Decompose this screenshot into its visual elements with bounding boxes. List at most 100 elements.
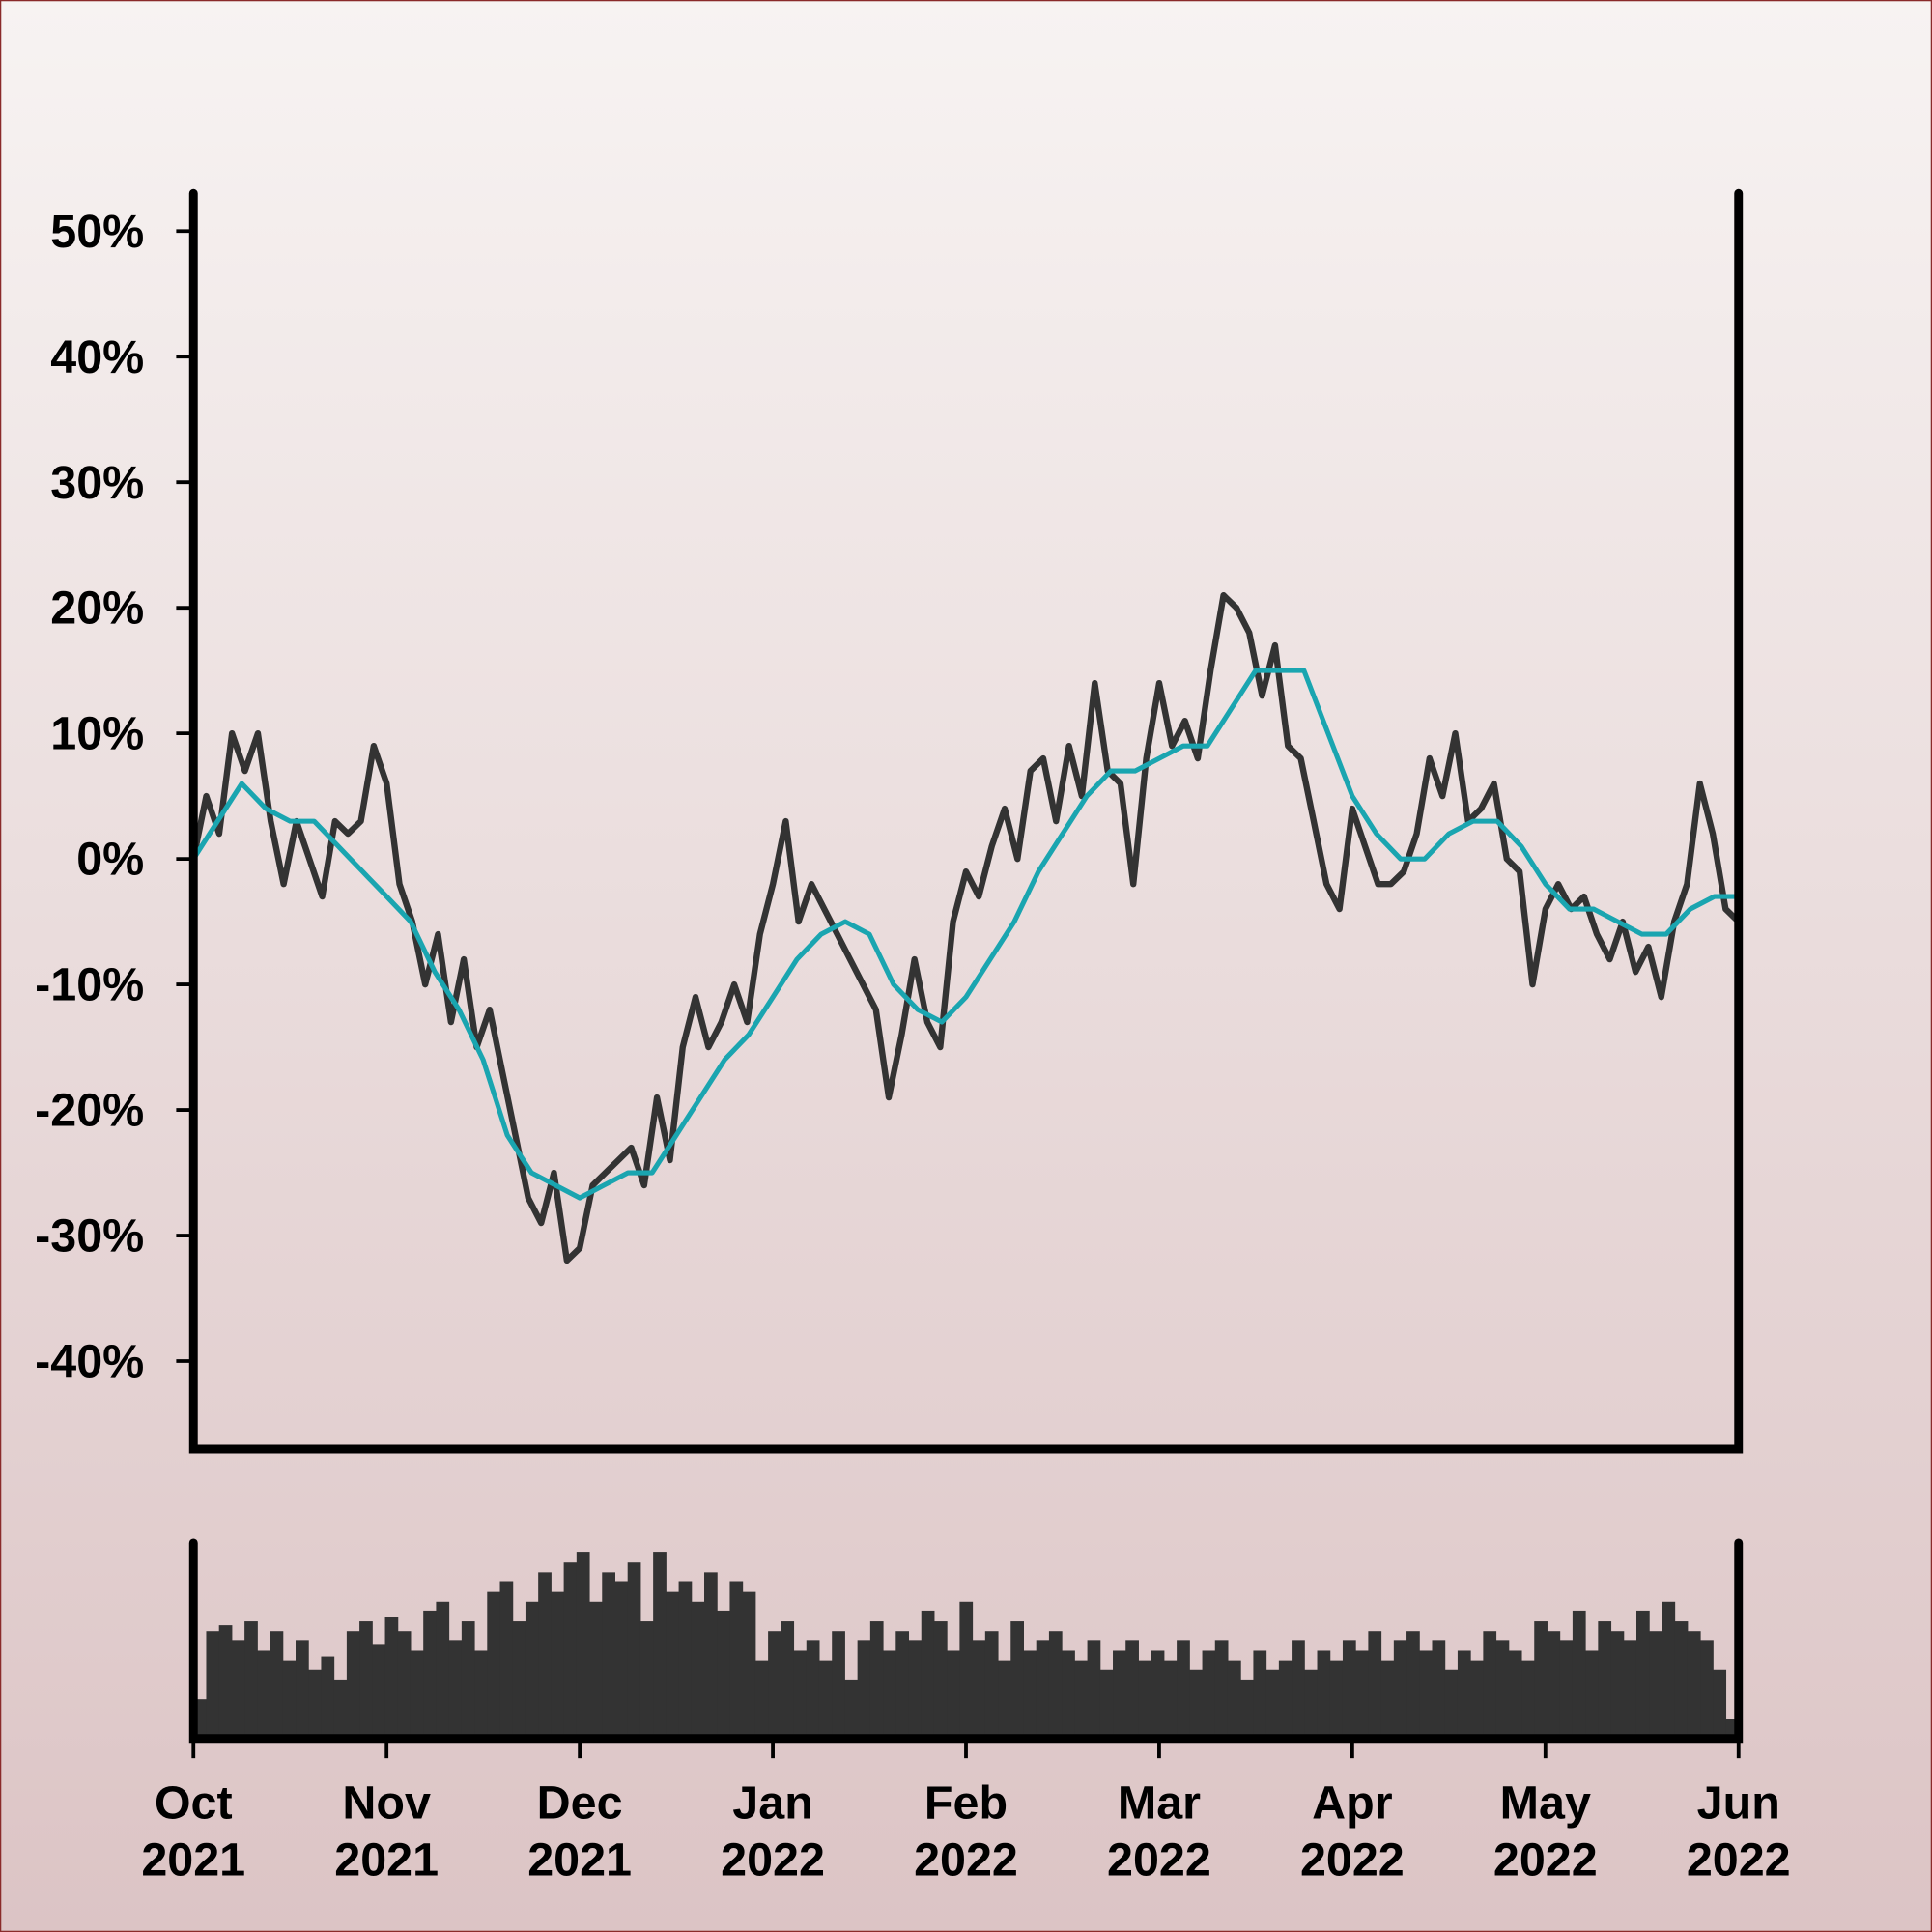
- volume-bar: [1189, 1669, 1204, 1739]
- y-tick-label: -20%: [35, 1085, 144, 1137]
- volume-bar: [1662, 1601, 1676, 1739]
- volume-bar: [1444, 1669, 1459, 1739]
- label-line: 2022: [1300, 1833, 1405, 1886]
- label-line: May: [1500, 1777, 1591, 1830]
- label-line: Nov: [342, 1777, 431, 1830]
- volume-bar: [818, 1660, 833, 1739]
- x-tick-label: Feb 2022: [914, 1777, 1018, 1887]
- volume-bar: [1177, 1640, 1190, 1739]
- volume-bar: [1304, 1669, 1319, 1739]
- volume-bar: [832, 1631, 845, 1739]
- volume-bar: [1329, 1660, 1344, 1739]
- volume-bar: [1674, 1621, 1689, 1739]
- volume-bar: [1265, 1669, 1280, 1739]
- volume-bar: [998, 1660, 1011, 1739]
- volume-bar: [372, 1644, 386, 1739]
- volume-bar: [972, 1640, 986, 1739]
- volume-bar: [1036, 1640, 1050, 1739]
- y-tick-label: 50%: [50, 206, 144, 258]
- volume-bar: [384, 1617, 399, 1739]
- y-tick-label: -10%: [35, 959, 144, 1011]
- x-tick-label: Nov 2021: [334, 1777, 439, 1887]
- volume-bar: [512, 1621, 526, 1739]
- volume-bar: [410, 1650, 424, 1739]
- volume-bar: [1406, 1631, 1420, 1739]
- label-line: Mar: [1118, 1777, 1201, 1830]
- x-tick-label: Oct 2021: [141, 1777, 245, 1887]
- volume-bar: [1253, 1650, 1267, 1739]
- x-tick-label: Jun 2022: [1687, 1777, 1791, 1887]
- volume-bar: [487, 1591, 501, 1739]
- volume-bar: [1151, 1650, 1165, 1739]
- volume-bar: [1534, 1621, 1548, 1739]
- volume-bar: [499, 1581, 514, 1739]
- volume-bar: [1585, 1650, 1599, 1739]
- volume-bar: [218, 1625, 233, 1739]
- volume-bar: [1508, 1650, 1522, 1739]
- x-tick-label: Apr 2022: [1300, 1777, 1405, 1887]
- volume-bar: [474, 1650, 488, 1739]
- volume-bar: [1559, 1640, 1574, 1739]
- volume-bar: [1227, 1660, 1241, 1739]
- volume-bar: [1547, 1631, 1561, 1739]
- x-tick-label: May 2022: [1493, 1777, 1598, 1887]
- volume-bar: [1598, 1621, 1612, 1739]
- volume-bar: [883, 1650, 896, 1739]
- volume-bar: [768, 1631, 781, 1739]
- line-series: [190, 592, 1741, 1264]
- volume-bar: [1368, 1631, 1382, 1739]
- volume-bar: [653, 1552, 667, 1739]
- volume-bar: [921, 1610, 935, 1739]
- volume-bar: [333, 1679, 348, 1739]
- volume-bar: [525, 1601, 539, 1739]
- line-series: [191, 668, 1739, 1201]
- volume-bar: [1495, 1640, 1510, 1739]
- volume-bar: [1700, 1640, 1714, 1739]
- volume-bar: [538, 1572, 552, 1739]
- volume-bar: [691, 1601, 705, 1739]
- volume-bar: [321, 1656, 335, 1739]
- volume-bar: [947, 1650, 960, 1739]
- volume-bar: [1125, 1640, 1139, 1739]
- volume-bar: [231, 1640, 245, 1739]
- volume-bar: [666, 1591, 680, 1739]
- volume-bar: [1062, 1650, 1075, 1739]
- volume-bar: [308, 1669, 322, 1739]
- volume-bar: [296, 1640, 309, 1739]
- volume-bar: [1317, 1650, 1331, 1739]
- x-tick-label: Mar 2022: [1107, 1777, 1211, 1887]
- volume-bar: [1572, 1610, 1586, 1739]
- y-tick-label: 10%: [50, 708, 144, 760]
- plot-layer: -40%-30%-20%-10%0%10%20%30%40%50%Oct 2021…: [35, 188, 1791, 1887]
- volume-bar: [282, 1660, 297, 1739]
- label-line: Oct: [155, 1777, 233, 1830]
- label-line: 2022: [914, 1833, 1018, 1886]
- volume-bar: [1457, 1650, 1471, 1739]
- volume-bar: [270, 1631, 284, 1739]
- volume-bar: [461, 1621, 475, 1739]
- volume-bar: [436, 1601, 450, 1739]
- volume-bar: [551, 1591, 565, 1739]
- y-tick-label: 0%: [76, 834, 144, 886]
- volume-bar: [1202, 1650, 1216, 1739]
- x-tick-label: Dec 2021: [527, 1777, 632, 1887]
- volume-bar: [1087, 1640, 1101, 1739]
- volume-bar: [244, 1621, 258, 1739]
- volume-bar: [1521, 1660, 1535, 1739]
- volume-bar: [1138, 1660, 1152, 1739]
- volume-bar: [1355, 1650, 1369, 1739]
- label-line: Dec: [537, 1777, 623, 1830]
- volume-bar: [742, 1591, 756, 1739]
- volume-bar: [1635, 1610, 1650, 1739]
- label-line: 2022: [1107, 1833, 1211, 1886]
- volume-bar: [1470, 1660, 1484, 1739]
- volume-bar: [1483, 1631, 1497, 1739]
- volume-bar: [1393, 1640, 1407, 1739]
- volume-bar: [614, 1581, 629, 1739]
- volume-bar: [678, 1581, 693, 1739]
- label-line: 2022: [721, 1833, 825, 1886]
- volume-bar: [359, 1621, 373, 1739]
- volume-bar: [1649, 1631, 1662, 1739]
- volume-bar: [589, 1601, 603, 1739]
